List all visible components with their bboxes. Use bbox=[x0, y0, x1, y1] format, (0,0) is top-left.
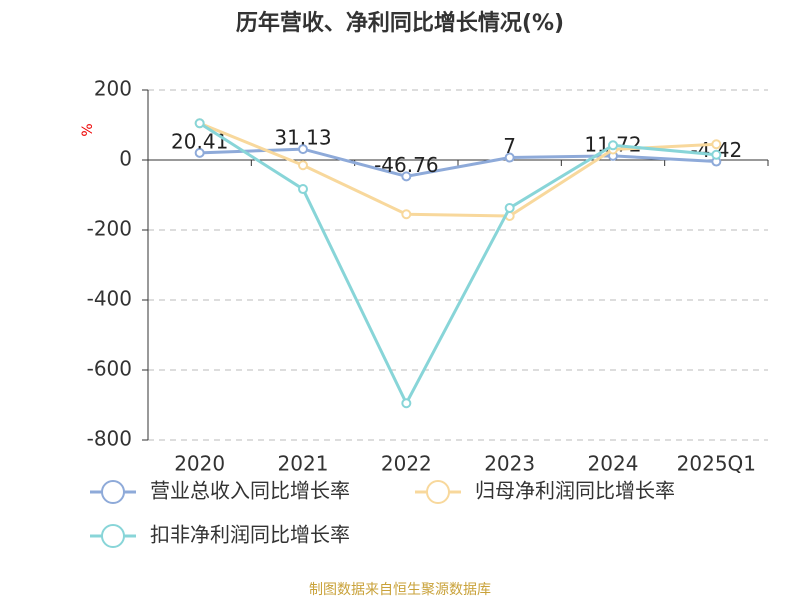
x-tick-label: 2020 bbox=[174, 452, 225, 476]
y-tick-label: 0 bbox=[119, 147, 132, 171]
data-point bbox=[711, 149, 722, 160]
legend-marker bbox=[101, 480, 125, 504]
data-point bbox=[504, 152, 515, 163]
legend-marker bbox=[426, 480, 450, 504]
data-point bbox=[298, 144, 308, 155]
series-line bbox=[199, 121, 717, 218]
x-tick-label: 2023 bbox=[484, 452, 535, 476]
y-tick-label: -400 bbox=[87, 287, 132, 311]
y-tick-label: -600 bbox=[87, 357, 132, 381]
x-tick-label: 2022 bbox=[381, 452, 432, 476]
data-point bbox=[401, 209, 412, 220]
series-line bbox=[199, 147, 717, 178]
x-tick-label: 2025Q1 bbox=[677, 452, 756, 476]
data-point bbox=[298, 160, 308, 171]
y-axis-label: % bbox=[80, 123, 96, 136]
data-point bbox=[608, 140, 618, 151]
data-point bbox=[194, 118, 205, 129]
data-point bbox=[504, 202, 515, 213]
source-note: 制图数据来自恒生聚源数据库 bbox=[309, 582, 491, 598]
data-label: 7 bbox=[503, 134, 516, 158]
data-point bbox=[194, 147, 205, 158]
y-tick-label: 200 bbox=[94, 77, 132, 101]
series-line bbox=[198, 121, 717, 407]
legend-label: 营业总收入同比增长率 bbox=[150, 479, 350, 503]
data-label: 20.41 bbox=[171, 129, 228, 153]
legend-label: 扣非净利润同比增长率 bbox=[150, 523, 350, 547]
data-point bbox=[711, 139, 722, 150]
data-label: -46.76 bbox=[374, 153, 438, 177]
y-tick-label: -200 bbox=[87, 217, 132, 241]
data-label: 31.13 bbox=[274, 126, 331, 150]
legend-label: 归母净利润同比增长率 bbox=[475, 479, 675, 503]
y-tick-label: -800 bbox=[87, 427, 132, 451]
data-point bbox=[401, 398, 412, 409]
x-tick-label: 2021 bbox=[278, 452, 329, 476]
data-point bbox=[298, 184, 308, 195]
legend-marker bbox=[101, 524, 125, 548]
x-tick-label: 2024 bbox=[588, 452, 639, 476]
chart-title: 历年营收、净利同比增长情况(%) bbox=[236, 10, 564, 36]
data-point bbox=[401, 171, 412, 182]
